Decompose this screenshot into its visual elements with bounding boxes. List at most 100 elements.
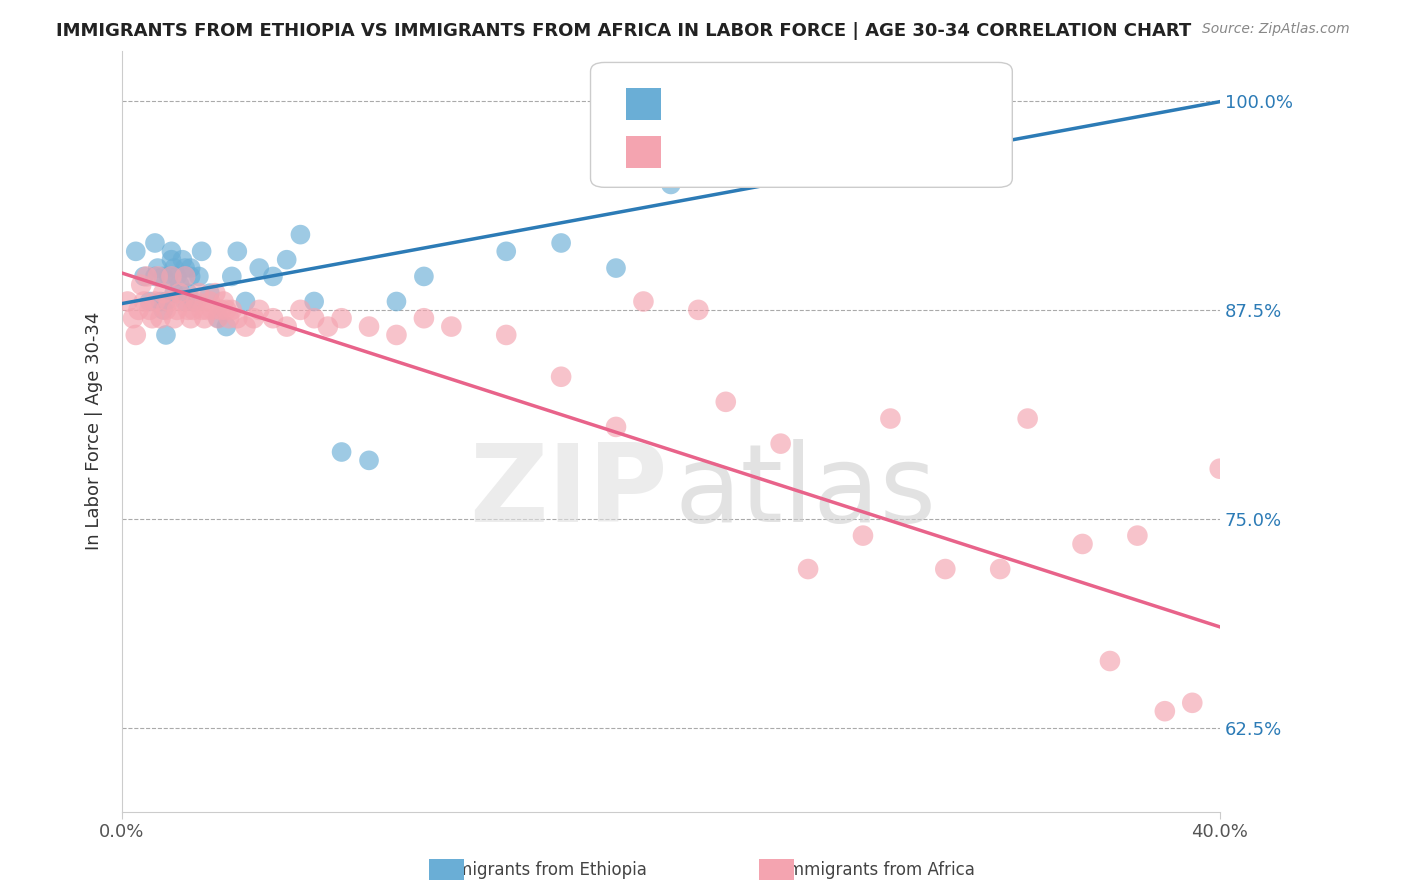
Point xyxy=(186,294,208,309)
Point xyxy=(290,302,312,317)
Point xyxy=(357,453,380,467)
Text: R =: R = xyxy=(668,94,710,113)
Point xyxy=(198,294,221,309)
Point xyxy=(201,302,224,317)
Point xyxy=(1209,461,1232,475)
Text: 50: 50 xyxy=(813,94,839,113)
Text: N =: N = xyxy=(769,142,825,161)
Point xyxy=(129,277,152,292)
Point xyxy=(149,294,172,309)
Point xyxy=(155,328,177,343)
Point xyxy=(302,311,325,326)
Point xyxy=(714,144,737,158)
Point xyxy=(177,302,200,317)
Point xyxy=(769,436,792,450)
Point xyxy=(163,311,186,326)
Point xyxy=(235,294,257,309)
Point xyxy=(242,311,264,326)
Point xyxy=(316,319,339,334)
Point xyxy=(769,128,792,142)
Y-axis label: In Labor Force | Age 30-34: In Labor Force | Age 30-34 xyxy=(86,312,103,550)
Text: IMMIGRANTS FROM ETHIOPIA VS IMMIGRANTS FROM AFRICA IN LABOR FORCE | AGE 30-34 CO: IMMIGRANTS FROM ETHIOPIA VS IMMIGRANTS F… xyxy=(56,22,1191,40)
Point xyxy=(183,294,205,309)
Point xyxy=(302,294,325,309)
Text: ZIP: ZIP xyxy=(470,439,668,545)
Point xyxy=(166,269,188,284)
Point xyxy=(218,311,240,326)
Point xyxy=(412,269,434,284)
Point xyxy=(1181,696,1204,710)
Point xyxy=(160,252,183,267)
Point xyxy=(163,261,186,276)
Point xyxy=(495,328,517,343)
Point xyxy=(187,269,209,284)
Point xyxy=(330,445,353,459)
Point xyxy=(125,244,148,259)
Point xyxy=(204,286,226,301)
Point xyxy=(128,302,150,317)
Point xyxy=(330,311,353,326)
Point xyxy=(1400,713,1406,727)
Point xyxy=(879,111,901,125)
Point xyxy=(221,269,243,284)
Point xyxy=(157,269,180,284)
Point xyxy=(215,302,238,317)
Point xyxy=(135,269,157,284)
Point xyxy=(235,319,257,334)
Point xyxy=(1319,729,1341,743)
Point xyxy=(1153,704,1175,718)
Point xyxy=(180,261,202,276)
Point xyxy=(177,286,200,301)
Point xyxy=(247,302,270,317)
Point xyxy=(152,302,174,317)
Point xyxy=(160,269,183,284)
Point xyxy=(605,420,627,434)
Point xyxy=(195,302,218,317)
Point xyxy=(193,311,215,326)
Point xyxy=(166,302,188,317)
Point xyxy=(290,227,312,242)
Point xyxy=(276,252,298,267)
Point xyxy=(226,244,249,259)
Point xyxy=(262,269,284,284)
Point xyxy=(1126,528,1149,542)
Point xyxy=(1346,721,1368,735)
Point xyxy=(117,294,139,309)
Point xyxy=(160,244,183,259)
Point xyxy=(180,269,202,284)
Text: 83: 83 xyxy=(813,142,839,161)
Point xyxy=(138,302,160,317)
Point xyxy=(207,311,229,326)
Point xyxy=(198,286,221,301)
Point xyxy=(146,261,169,276)
Point xyxy=(276,319,298,334)
Point xyxy=(174,294,197,309)
Point xyxy=(495,244,517,259)
Point xyxy=(132,294,155,309)
Text: Immigrants from Africa: Immigrants from Africa xyxy=(783,861,974,879)
Point xyxy=(149,311,172,326)
Point xyxy=(1098,654,1121,668)
Point xyxy=(1017,411,1039,425)
Point xyxy=(169,286,191,301)
Point xyxy=(155,294,177,309)
Point xyxy=(143,235,166,250)
Point xyxy=(385,328,408,343)
Point xyxy=(169,277,191,292)
Text: 0.259: 0.259 xyxy=(721,94,783,113)
Point xyxy=(180,311,202,326)
Point xyxy=(221,302,243,317)
Point xyxy=(190,302,212,317)
Point xyxy=(605,261,627,276)
Point xyxy=(174,269,197,284)
Point xyxy=(412,311,434,326)
Point xyxy=(207,311,229,326)
Point xyxy=(1236,713,1258,727)
Text: R =: R = xyxy=(668,142,710,161)
Text: N =: N = xyxy=(769,94,825,113)
Point xyxy=(143,269,166,284)
Point xyxy=(1291,629,1313,643)
Point xyxy=(125,328,148,343)
Point xyxy=(157,294,180,309)
Point xyxy=(962,94,984,108)
